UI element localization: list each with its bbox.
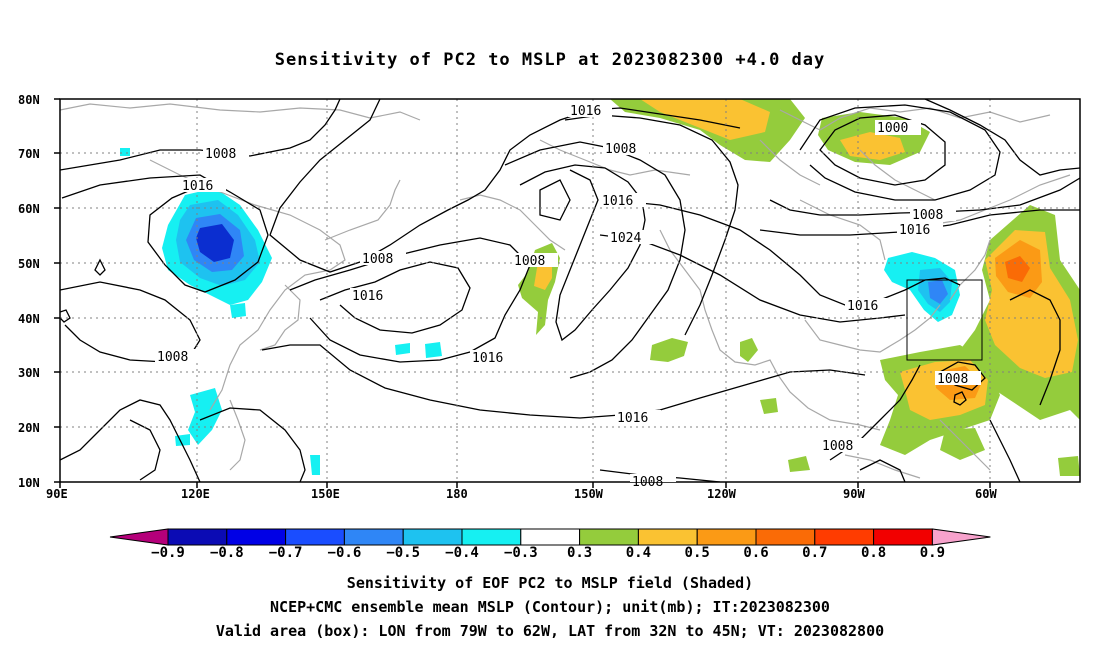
sensitivity-patch [1005, 256, 1030, 282]
contour-label: 1008 [362, 252, 393, 267]
lat-tick-label: 50N [18, 257, 40, 271]
colorbar-swatch [696, 528, 757, 546]
contour-label: 1016 [602, 194, 633, 209]
lon-tick-label: 150E [311, 487, 340, 501]
contour-label: 1016 [847, 299, 878, 314]
colorbar-label: −0.3 [504, 545, 538, 561]
sensitivity-patch [940, 428, 985, 460]
lat-tick-label: 70N [18, 147, 40, 161]
valid-area-box [906, 279, 983, 361]
colorbar-label: −0.9 [151, 545, 185, 561]
axis-ticks [54, 98, 991, 488]
colorbar-swatch [814, 528, 875, 546]
sensitivity-patch [788, 456, 810, 472]
lat-tick-label: 80N [18, 93, 40, 107]
colorbar-label: −0.7 [269, 545, 303, 561]
lon-tick-label: 150W [574, 487, 604, 501]
contour-label: 1008 [937, 372, 968, 387]
sensitivity-patch [230, 303, 246, 318]
sensitivity-patch [120, 148, 130, 156]
contour-label: 1008 [605, 142, 636, 157]
colorbar-swatch [285, 528, 345, 546]
lat-tick-label: 10N [18, 476, 40, 490]
colorbar-swatch [520, 528, 581, 546]
colorbar-label: 0.3 [567, 545, 592, 561]
contour-label: 1008 [514, 254, 545, 269]
colorbar-swatch [167, 528, 228, 546]
contour-label: 1008 [912, 208, 943, 223]
contour-label: 1016 [352, 289, 383, 304]
caption-line-3: Valid area (box): LON from 79W to 62W, L… [215, 622, 885, 640]
colorbar-label: −0.8 [210, 545, 244, 561]
contour-label: 1008 [632, 475, 663, 490]
coastlines [60, 103, 1071, 479]
sensitivity-patch [740, 338, 758, 362]
negative-sensitivity-shading [120, 148, 960, 475]
contour-label: 1016 [472, 351, 503, 366]
graticule [60, 99, 1080, 482]
lon-tick-label: 180 [446, 487, 468, 501]
sensitivity-patch [640, 99, 770, 140]
colorbar-swatch [226, 528, 287, 546]
colorbar: −0.9 −0.8 −0.7 −0.6 −0.5 −0.4 −0.3 0.3 0.4 0.5 0.6… [109, 528, 991, 561]
lon-tick-label: 90W [843, 487, 865, 501]
contour-label: 1016 [617, 411, 648, 426]
colorbar-label: 0.9 [920, 545, 945, 561]
colorbar-max-arrow [931, 528, 991, 546]
colorbar-label: 0.5 [685, 545, 710, 561]
latitude-axis: 80N 70N 60N 50N 40N 30N 20N 10N [18, 93, 40, 490]
colorbar-swatch [637, 528, 698, 546]
colorbar-label: 0.7 [802, 545, 827, 561]
lat-tick-label: 60N [18, 202, 40, 216]
lat-tick-label: 40N [18, 312, 40, 326]
colorbar-label: −0.4 [445, 545, 479, 561]
lon-tick-label: 60W [975, 487, 997, 501]
colorbar-swatch [579, 528, 639, 546]
contour-label: 1000 [877, 121, 908, 136]
lon-tick-label: 120E [181, 487, 210, 501]
contour-labels: 1016 1008 1016 1008 1016 1000 1008 1008 … [155, 103, 981, 490]
sensitivity-patch [425, 342, 442, 358]
colorbar-swatch [461, 528, 522, 546]
sensitivity-patch [395, 343, 410, 355]
map-frame [59, 98, 1081, 483]
caption-line-2: NCEP+CMC ensemble mean MSLP (Contour); u… [270, 598, 830, 616]
contour-label: 1008 [205, 147, 236, 162]
colorbar-swatch [402, 528, 463, 546]
colorbar-swatch [343, 528, 404, 546]
sensitivity-patch [310, 455, 320, 475]
colorbar-swatch [873, 528, 933, 546]
lat-tick-label: 20N [18, 421, 40, 435]
contour-label: 1016 [182, 179, 213, 194]
colorbar-label: −0.5 [386, 545, 420, 561]
contour-label: 1024 [610, 231, 641, 246]
sensitivity-patch [760, 398, 778, 414]
contour-label: 1016 [570, 104, 601, 119]
colorbar-label: 0.8 [861, 545, 886, 561]
map-title: Sensitivity of PC2 to MSLP at 2023082300… [274, 50, 826, 70]
colorbar-label: −0.6 [328, 545, 362, 561]
sensitivity-patch [196, 224, 234, 262]
longitude-axis: 90E 120E 150E 180 150W 120W 90W 60W [46, 487, 997, 501]
contour-label: 1008 [822, 439, 853, 454]
colorbar-swatch [755, 528, 816, 546]
contour-label: 1016 [899, 223, 930, 238]
colorbar-min-arrow [109, 528, 169, 546]
lat-tick-label: 30N [18, 366, 40, 380]
sensitivity-patch [1058, 456, 1080, 476]
sensitivity-patch [928, 280, 948, 304]
colorbar-label: 0.6 [743, 545, 768, 561]
lon-tick-label: 120W [707, 487, 737, 501]
contour-label: 1008 [157, 350, 188, 365]
colorbar-label: 0.4 [626, 545, 651, 561]
lon-tick-label: 90E [46, 487, 68, 501]
caption-line-1: Sensitivity of EOF PC2 to MSLP field (Sh… [346, 574, 754, 592]
sensitivity-patch [650, 338, 688, 362]
